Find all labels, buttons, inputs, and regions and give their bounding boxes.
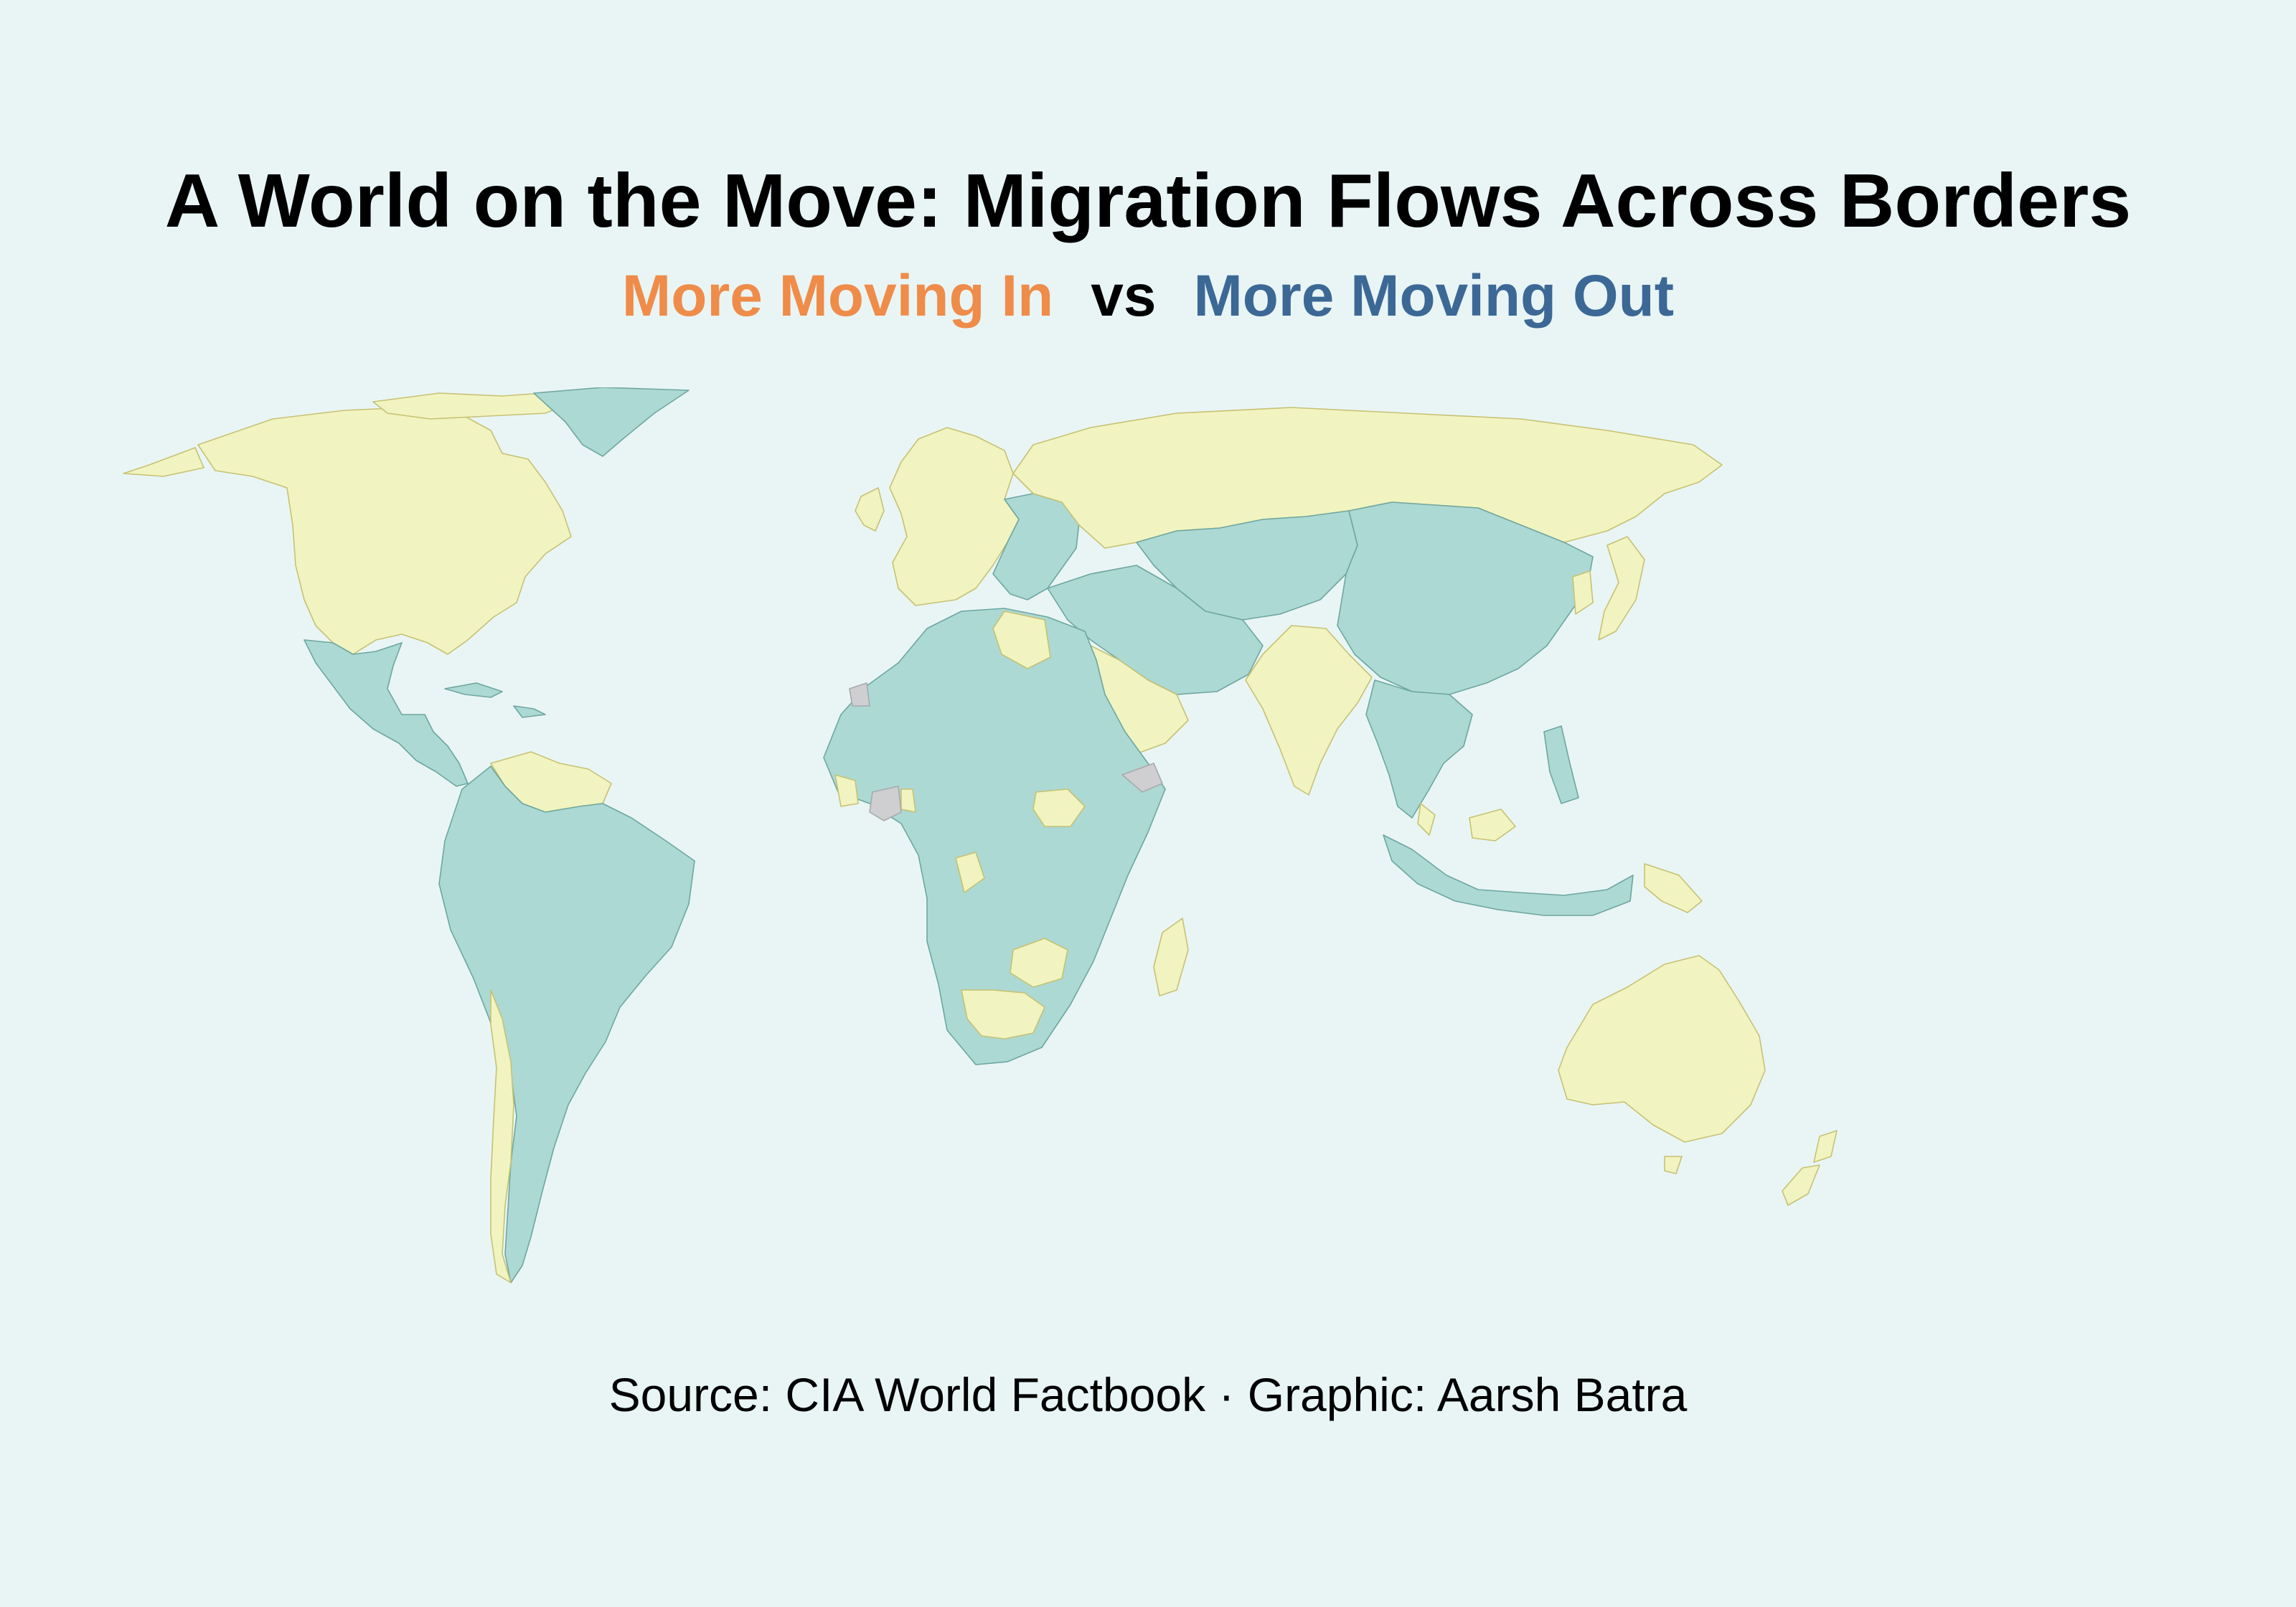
region-gabon [955,852,985,893]
region-alaska-peninsula [123,447,204,477]
region-west-africa-coast [834,774,916,813]
region-new-zealand [1782,1130,1838,1206]
region-malaysia [1417,803,1516,842]
region-libya [992,611,1051,669]
region-china-mongolia [1337,501,1594,695]
region-zambia [1010,938,1068,988]
region-india [1245,625,1373,796]
region-western-sahara [849,682,870,707]
legend-moving-in: More Moving In [621,263,1054,329]
region-indonesia [1383,834,1634,916]
world-map: .inf { fill: #f1f4c0; stroke: #c7c172; s… [123,387,1838,1283]
region-somalia [1121,763,1163,793]
region-north-america [197,407,572,655]
region-philippines [1543,725,1579,804]
region-australia [1558,955,1766,1143]
region-south-america [438,765,695,1283]
region-greenland [533,387,690,457]
region-namibia-botswana [961,989,1045,1040]
region-cote-divoire [869,786,902,821]
region-middle-east-iran [1047,565,1264,695]
region-chile [490,989,514,1283]
region-mexico-central-america [304,639,469,787]
region-korea-japan [1572,536,1645,641]
region-africa [823,608,1166,1065]
region-madagascar [1153,918,1189,996]
region-uk-ireland [855,487,885,532]
legend-subtitle: More Moving In vs More Moving Out [0,263,2296,329]
page-title: A World on the Move: Migration Flows Acr… [164,159,2132,243]
legend-vs: vs [1091,263,1157,329]
source-credit: Source: CIA World Factbook · Graphic: Aa… [608,1368,1688,1421]
region-papua-new-guinea [1644,863,1703,913]
region-caribbean [444,682,546,718]
region-southeast-asia [1365,679,1473,819]
region-south-sudan [1032,788,1086,827]
region-tasmania [1664,1156,1683,1174]
legend-moving-out: More Moving Out [1193,263,1675,329]
